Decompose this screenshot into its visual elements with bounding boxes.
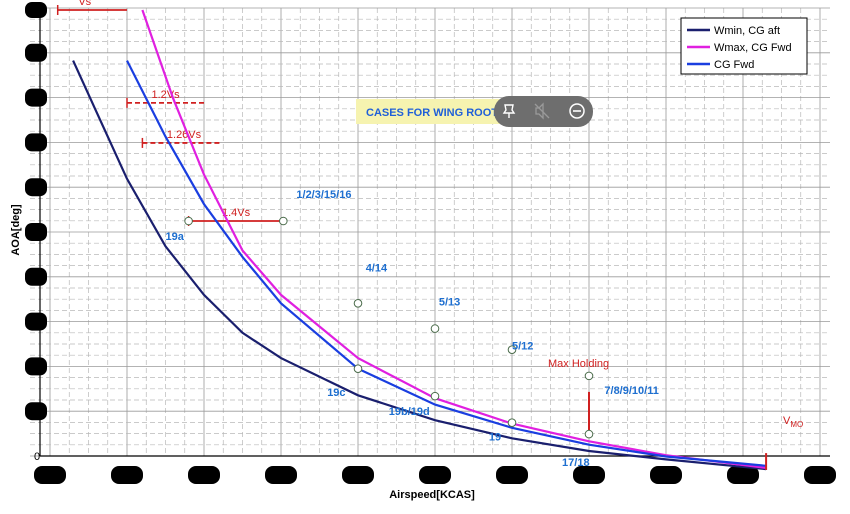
x-tick-label-redacted	[727, 466, 759, 484]
data-point	[584, 371, 594, 381]
data-point	[507, 345, 517, 355]
vmo-label: VMO	[783, 415, 803, 429]
y-tick-label-redacted	[25, 223, 47, 241]
y-tick-label-redacted	[25, 2, 47, 18]
legend-label: Wmin, CG aft	[714, 25, 780, 37]
chart-grid	[30, 7, 830, 457]
x-tick-label-redacted	[496, 466, 528, 484]
x-tick-label-redacted	[342, 466, 374, 484]
legend-label: Wmax, CG Fwd	[714, 42, 792, 54]
y-tick-label-redacted	[25, 357, 47, 376]
case-label: 19a	[166, 231, 185, 243]
axis-tick-markers	[25, 2, 836, 484]
legend: Wmin, CG aft Wmax, CG Fwd CG Fwd	[680, 17, 808, 75]
data-point	[584, 429, 594, 439]
x-tick-label-redacted	[34, 466, 66, 484]
speed-band-label: 1.4Vs	[222, 207, 251, 219]
x-tick-label-redacted	[804, 466, 836, 484]
y-tick-label-redacted	[25, 267, 47, 286]
x-tick-label-redacted	[419, 466, 451, 484]
data-point	[430, 391, 440, 401]
x-tick-label-redacted	[573, 466, 605, 484]
y-axis-title: AOA[deg]	[10, 204, 22, 256]
mute-icon[interactable]	[534, 102, 550, 120]
case-label: 1/2/3/15/16	[296, 189, 351, 201]
case-labels: 1/2/3/15/16 4/14 5/13 5/12 19a 19c 19b/19d 19 7/…	[166, 189, 659, 469]
legend-entries: Wmin, CG aft Wmax, CG Fwd CG Fwd	[687, 25, 792, 71]
speed-band-label: 1.2Vs	[152, 89, 181, 101]
y-zero-tick-label: 0	[34, 451, 40, 463]
max-holding-label: Max Holding	[548, 358, 609, 370]
speed-band-label: 1.26Vs	[167, 129, 202, 141]
y-tick-label-redacted	[25, 402, 47, 421]
reference-marks	[588, 391, 768, 470]
data-point	[430, 324, 440, 333]
data-point	[353, 298, 363, 308]
case-label: 5/12	[512, 341, 533, 353]
case-label: 5/13	[439, 296, 460, 308]
case-label: 19c	[327, 387, 345, 399]
speed-band-label: Vs	[78, 0, 91, 8]
overlay-controls	[494, 96, 593, 127]
speed-bands: Vs 1.2Vs 1.26Vs 1.4Vs	[56, 0, 284, 226]
vmo-label-sub: MO	[790, 420, 803, 429]
case-label: 17/18	[562, 457, 590, 469]
close-icon[interactable]	[569, 103, 585, 119]
data-point	[184, 216, 193, 226]
x-tick-label-redacted	[188, 466, 220, 484]
x-tick-label-redacted	[650, 466, 682, 484]
x-tick-label-redacted	[265, 466, 297, 484]
x-tick-label-redacted	[111, 466, 143, 484]
case-label: 7/8/9/10/11	[604, 385, 658, 397]
y-tick-label-redacted	[25, 43, 47, 62]
overlay-banner: CASES FOR WING ROOT	[356, 99, 500, 124]
case-label: 19b/19d	[389, 406, 430, 418]
x-axis-title: Airspeed[KCAS]	[389, 489, 475, 501]
data-point	[279, 216, 288, 226]
y-tick-label-redacted	[25, 88, 47, 107]
y-tick-label-redacted	[25, 178, 47, 197]
legend-label: CG Fwd	[714, 59, 754, 71]
y-tick-label-redacted	[25, 133, 47, 152]
series-line	[141, 9, 767, 469]
data-point	[353, 364, 363, 374]
case-label: 19	[489, 431, 501, 443]
y-tick-label-redacted	[25, 312, 47, 331]
pin-icon[interactable]	[502, 104, 516, 118]
vmo-label-main: V	[783, 415, 791, 427]
data-points	[184, 216, 594, 439]
overlay-banner-text: CASES FOR WING ROOT	[366, 107, 498, 119]
overlay-banner-bg	[356, 99, 500, 124]
series-line	[72, 60, 767, 471]
case-label: 4/14	[366, 263, 388, 275]
data-point	[507, 418, 517, 428]
